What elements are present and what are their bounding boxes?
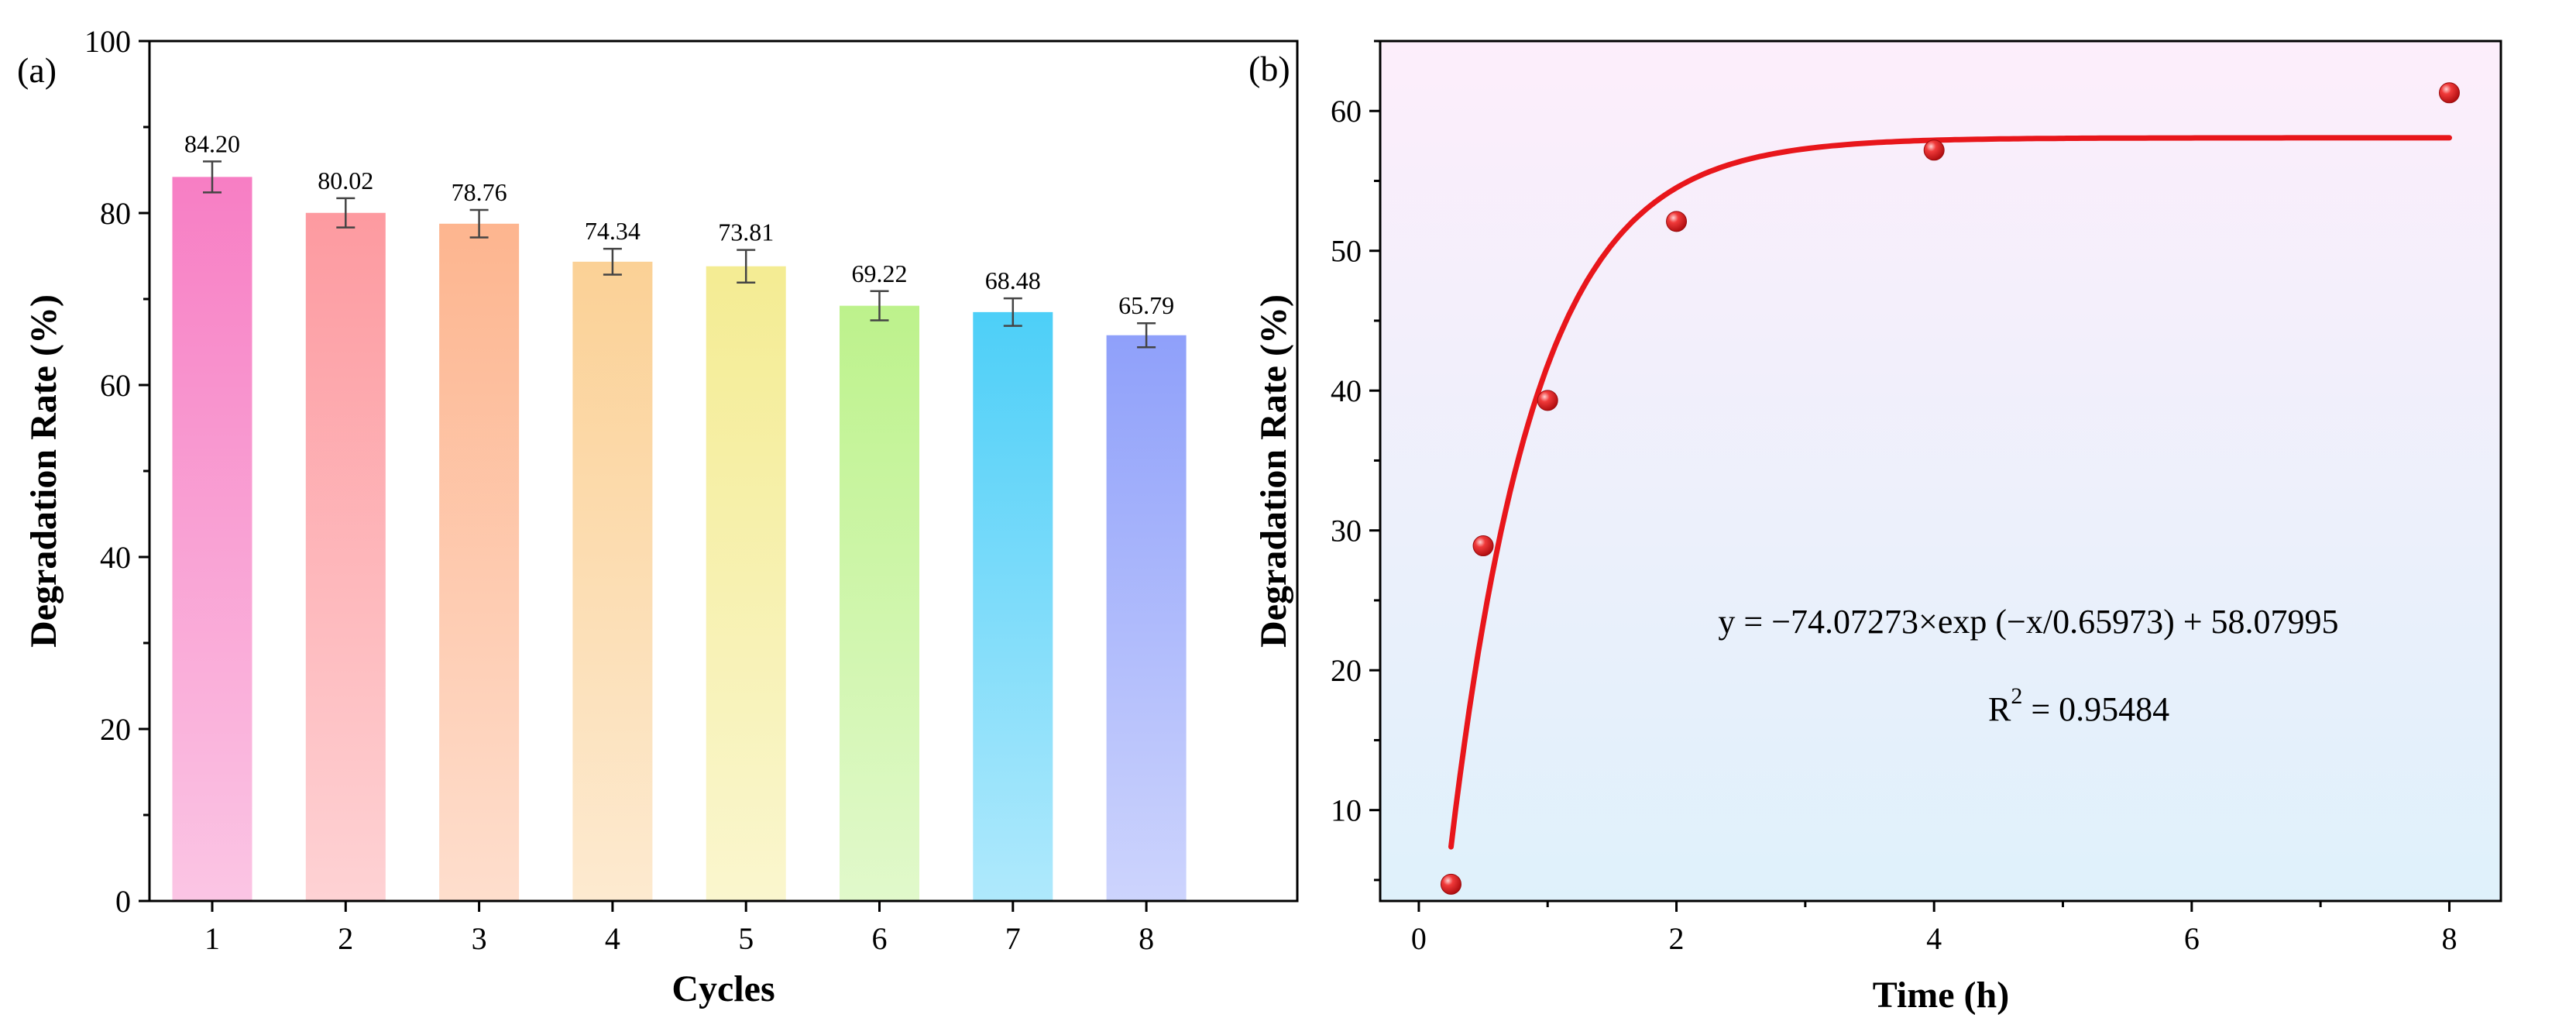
x-tick-label-b-8: 8 bbox=[2441, 921, 2457, 956]
r-squared-base: R bbox=[1988, 690, 2011, 728]
y-tick-label-b-60: 60 bbox=[1331, 94, 1362, 129]
data-label-6: 69.22 bbox=[852, 260, 908, 287]
y-tick-label-b-10: 10 bbox=[1331, 793, 1362, 828]
x-tick-label-a-5: 5 bbox=[738, 921, 754, 956]
fit-curve bbox=[1448, 135, 2452, 850]
y-tick-label-b-30: 30 bbox=[1331, 514, 1362, 548]
x-axis-title-a: Cycles bbox=[671, 968, 775, 1009]
bar-cycle-1 bbox=[172, 177, 252, 901]
panel-a: (a) 84.20 80.02 78.76 74.34 73.81 69.22 68.48 6… bbox=[17, 24, 1299, 1009]
r-squared-value: = 0.95484 bbox=[2022, 690, 2169, 728]
y-axis-a: 0 20 40 60 80 100 bbox=[84, 24, 149, 919]
y-tick-label-b-40: 40 bbox=[1331, 373, 1362, 408]
data-point-2 bbox=[1472, 535, 1494, 557]
x-tick-label-a-8: 8 bbox=[1139, 921, 1154, 956]
data-label-1: 84.20 bbox=[184, 129, 240, 157]
error-bar-4 bbox=[603, 247, 622, 276]
data-labels-a: 84.20 80.02 78.76 74.34 73.81 69.22 68.48 65.79 bbox=[184, 129, 1174, 319]
plot-background-b bbox=[1380, 41, 2501, 901]
bars-a bbox=[172, 177, 1187, 902]
y-tick-label-a-80: 80 bbox=[100, 196, 131, 231]
x-tick-label-b-0: 0 bbox=[1411, 921, 1427, 956]
x-axis-title-b: Time (h) bbox=[1873, 975, 2009, 1016]
x-tick-label-a-7: 7 bbox=[1005, 921, 1021, 956]
panel-b-label: (b) bbox=[1249, 49, 1290, 88]
fit-equation: y = −74.07273×exp (−x/0.65973) + 58.0799… bbox=[1718, 603, 2338, 641]
y-tick-label-a-100: 100 bbox=[84, 24, 131, 59]
error-bars-a bbox=[203, 160, 1156, 349]
error-bar-7 bbox=[1003, 297, 1022, 327]
y-tick-label-a-60: 60 bbox=[100, 368, 131, 403]
y-axis-title-a: Degradation Rate (%) bbox=[23, 294, 64, 648]
data-point-6 bbox=[2438, 82, 2460, 104]
y-tick-label-a-0: 0 bbox=[115, 884, 131, 919]
data-label-5: 73.81 bbox=[718, 218, 774, 246]
error-bar-8 bbox=[1137, 322, 1156, 349]
bar-cycle-4 bbox=[572, 261, 653, 901]
x-tick-label-b-2: 2 bbox=[1669, 921, 1685, 956]
data-point-4 bbox=[1666, 211, 1688, 232]
error-bar-5 bbox=[737, 249, 756, 284]
x-tick-label-a-4: 4 bbox=[605, 921, 620, 956]
data-label-4: 74.34 bbox=[585, 217, 641, 245]
bar-cycle-3 bbox=[439, 223, 520, 901]
data-point-5 bbox=[1923, 139, 1945, 161]
x-tick-label-b-4: 4 bbox=[1926, 921, 1942, 956]
data-points-b bbox=[1440, 82, 2460, 895]
bar-cycle-2 bbox=[305, 212, 386, 901]
y-tick-label-b-50: 50 bbox=[1331, 234, 1362, 269]
data-point-1 bbox=[1440, 873, 1461, 895]
x-tick-label-a-3: 3 bbox=[472, 921, 487, 956]
bar-cycle-5 bbox=[706, 266, 786, 902]
y-tick-label-a-40: 40 bbox=[100, 540, 131, 575]
data-label-3: 78.76 bbox=[452, 178, 507, 206]
error-bar-6 bbox=[870, 290, 889, 322]
x-axis-b: 0 2 4 6 8 bbox=[1411, 901, 2457, 956]
x-tick-label-a-1: 1 bbox=[204, 921, 220, 956]
data-label-2: 80.02 bbox=[318, 167, 373, 194]
bar-cycle-7 bbox=[973, 311, 1053, 901]
x-axis-a: 1 2 3 4 5 6 7 8 bbox=[204, 901, 1154, 956]
x-tick-label-a-6: 6 bbox=[872, 921, 888, 956]
y-tick-label-b-20: 20 bbox=[1331, 653, 1362, 688]
x-tick-label-b-6: 6 bbox=[2184, 921, 2200, 956]
bar-cycle-8 bbox=[1106, 335, 1187, 902]
bar-cycle-6 bbox=[840, 305, 919, 902]
error-bar-2 bbox=[336, 197, 355, 229]
r-squared-sup: 2 bbox=[2011, 683, 2022, 709]
error-bar-1 bbox=[203, 160, 222, 194]
data-label-8: 65.79 bbox=[1118, 291, 1174, 319]
r-squared: R2 = 0.95484 bbox=[1988, 683, 2169, 728]
x-tick-label-a-2: 2 bbox=[338, 921, 353, 956]
y-axis-b: 10 20 30 40 50 60 bbox=[1331, 40, 1380, 882]
data-label-7: 68.48 bbox=[985, 266, 1041, 294]
error-bar-3 bbox=[469, 208, 489, 239]
panel-a-label: (a) bbox=[17, 50, 57, 90]
panel-b: (b) 10 20 30 40 50 60 0 2 4 6 8 y = −74.07273×exp… bbox=[1249, 40, 2502, 1016]
y-tick-label-a-20: 20 bbox=[100, 712, 131, 747]
data-point-3 bbox=[1537, 390, 1558, 411]
plot-frame-b bbox=[1379, 40, 2502, 903]
y-axis-title-b: Degradation Rate (%) bbox=[1253, 294, 1294, 648]
